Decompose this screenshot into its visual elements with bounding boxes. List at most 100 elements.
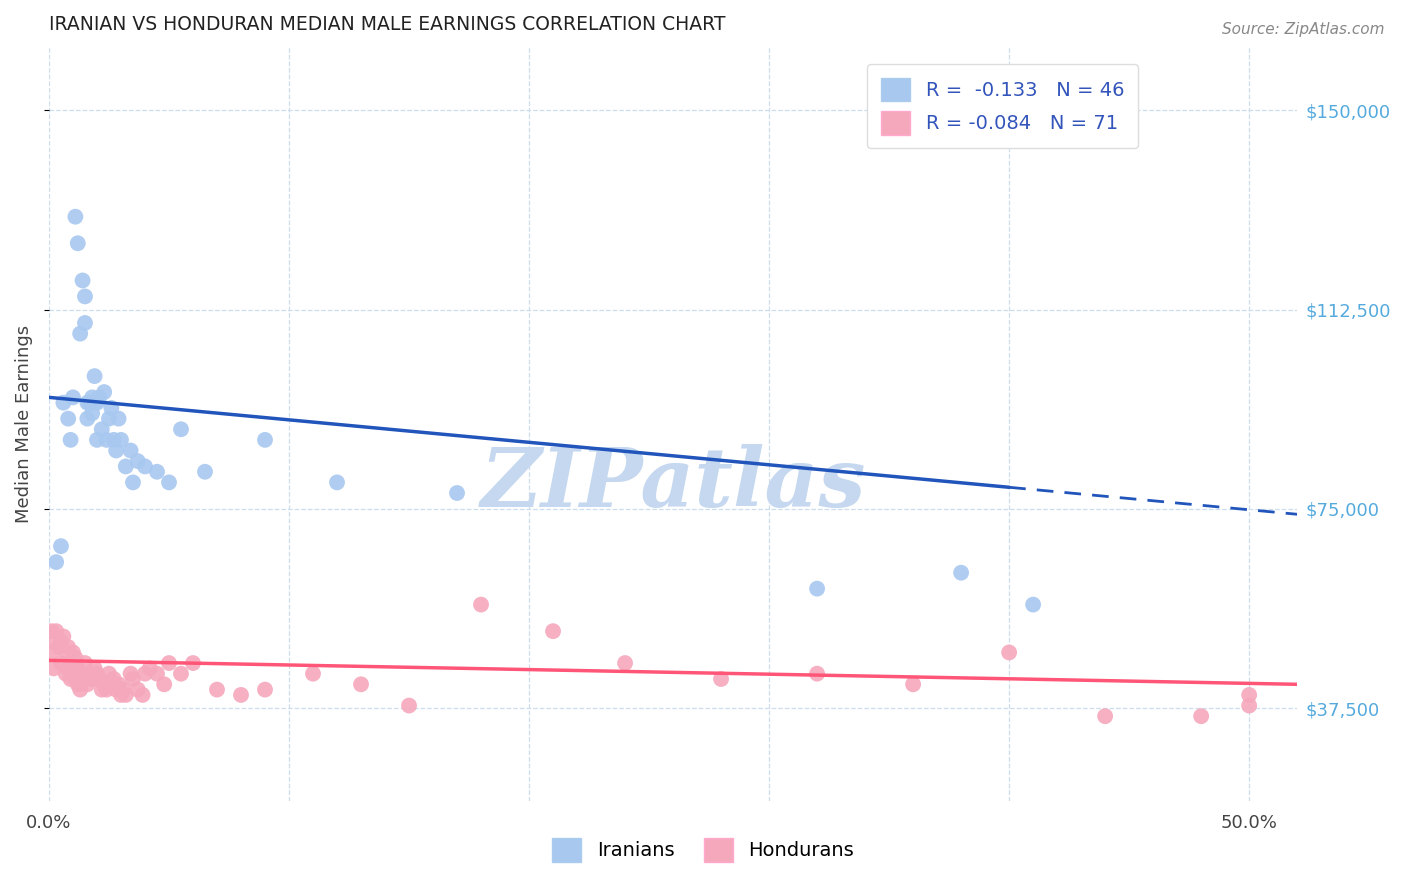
Point xyxy=(55,645,77,659)
Point xyxy=(1237,688,1260,702)
Point xyxy=(112,682,135,697)
Point xyxy=(69,666,91,681)
Point xyxy=(1094,709,1116,723)
Point xyxy=(45,624,67,639)
Point xyxy=(65,672,87,686)
Text: IRANIAN VS HONDURAN MEDIAN MALE EARNINGS CORRELATION CHART: IRANIAN VS HONDURAN MEDIAN MALE EARNINGS… xyxy=(49,15,725,34)
Point xyxy=(998,645,1021,659)
Point xyxy=(93,385,115,400)
Text: ZIPatlas: ZIPatlas xyxy=(481,444,866,524)
Point xyxy=(350,677,373,691)
Point xyxy=(45,555,67,569)
Point xyxy=(134,459,156,474)
Point xyxy=(139,661,162,675)
Point xyxy=(56,640,79,654)
Point xyxy=(89,672,111,686)
Point xyxy=(470,598,492,612)
Point xyxy=(82,672,104,686)
Point xyxy=(73,672,96,686)
Point xyxy=(59,433,82,447)
Point xyxy=(79,395,101,409)
Point xyxy=(72,672,94,686)
Point xyxy=(69,682,91,697)
Point xyxy=(52,395,75,409)
Legend: R =  -0.133   N = 46, R = -0.084   N = 71: R = -0.133 N = 46, R = -0.084 N = 71 xyxy=(868,64,1137,148)
Point xyxy=(146,666,169,681)
Point xyxy=(62,645,84,659)
Point xyxy=(446,486,468,500)
Point xyxy=(950,566,973,580)
Point xyxy=(181,656,204,670)
Point xyxy=(65,650,87,665)
Point xyxy=(93,677,115,691)
Point xyxy=(107,677,129,691)
Point xyxy=(806,582,828,596)
Point xyxy=(49,656,72,670)
Point xyxy=(42,661,65,675)
Point xyxy=(73,316,96,330)
Point xyxy=(541,624,564,639)
Point xyxy=(1022,598,1045,612)
Point xyxy=(66,661,89,675)
Point xyxy=(107,411,129,425)
Point xyxy=(98,411,121,425)
Point xyxy=(398,698,420,713)
Point xyxy=(194,465,217,479)
Point xyxy=(170,666,193,681)
Point xyxy=(82,406,104,420)
Point xyxy=(114,688,136,702)
Point xyxy=(105,682,128,697)
Point xyxy=(90,682,112,697)
Point xyxy=(66,677,89,691)
Point xyxy=(110,688,132,702)
Point xyxy=(72,273,94,287)
Point xyxy=(86,395,108,409)
Y-axis label: Median Male Earnings: Median Male Earnings xyxy=(15,325,32,523)
Point xyxy=(153,677,176,691)
Point xyxy=(1237,698,1260,713)
Point xyxy=(65,210,87,224)
Point xyxy=(69,326,91,341)
Point xyxy=(170,422,193,436)
Point xyxy=(48,640,70,654)
Point xyxy=(110,433,132,447)
Point xyxy=(806,666,828,681)
Point xyxy=(76,411,98,425)
Point xyxy=(96,433,118,447)
Point xyxy=(120,443,142,458)
Point xyxy=(76,677,98,691)
Point xyxy=(710,672,733,686)
Point xyxy=(90,422,112,436)
Point xyxy=(96,682,118,697)
Point xyxy=(134,666,156,681)
Point xyxy=(302,666,325,681)
Point xyxy=(76,395,98,409)
Point xyxy=(901,677,924,691)
Point xyxy=(66,236,89,251)
Point xyxy=(131,688,153,702)
Point xyxy=(49,635,72,649)
Point xyxy=(120,666,142,681)
Point xyxy=(100,401,122,415)
Point xyxy=(62,666,84,681)
Point xyxy=(41,624,63,639)
Point xyxy=(59,672,82,686)
Point xyxy=(49,539,72,553)
Point xyxy=(41,645,63,659)
Point xyxy=(614,656,637,670)
Point xyxy=(146,465,169,479)
Point xyxy=(42,635,65,649)
Point xyxy=(326,475,349,490)
Point xyxy=(114,459,136,474)
Point xyxy=(83,395,105,409)
Point xyxy=(157,656,180,670)
Legend: Iranians, Hondurans: Iranians, Hondurans xyxy=(540,826,866,873)
Point xyxy=(127,454,149,468)
Point xyxy=(73,656,96,670)
Point xyxy=(56,661,79,675)
Point xyxy=(82,390,104,404)
Point xyxy=(122,672,145,686)
Point xyxy=(59,656,82,670)
Point xyxy=(157,475,180,490)
Text: Source: ZipAtlas.com: Source: ZipAtlas.com xyxy=(1222,22,1385,37)
